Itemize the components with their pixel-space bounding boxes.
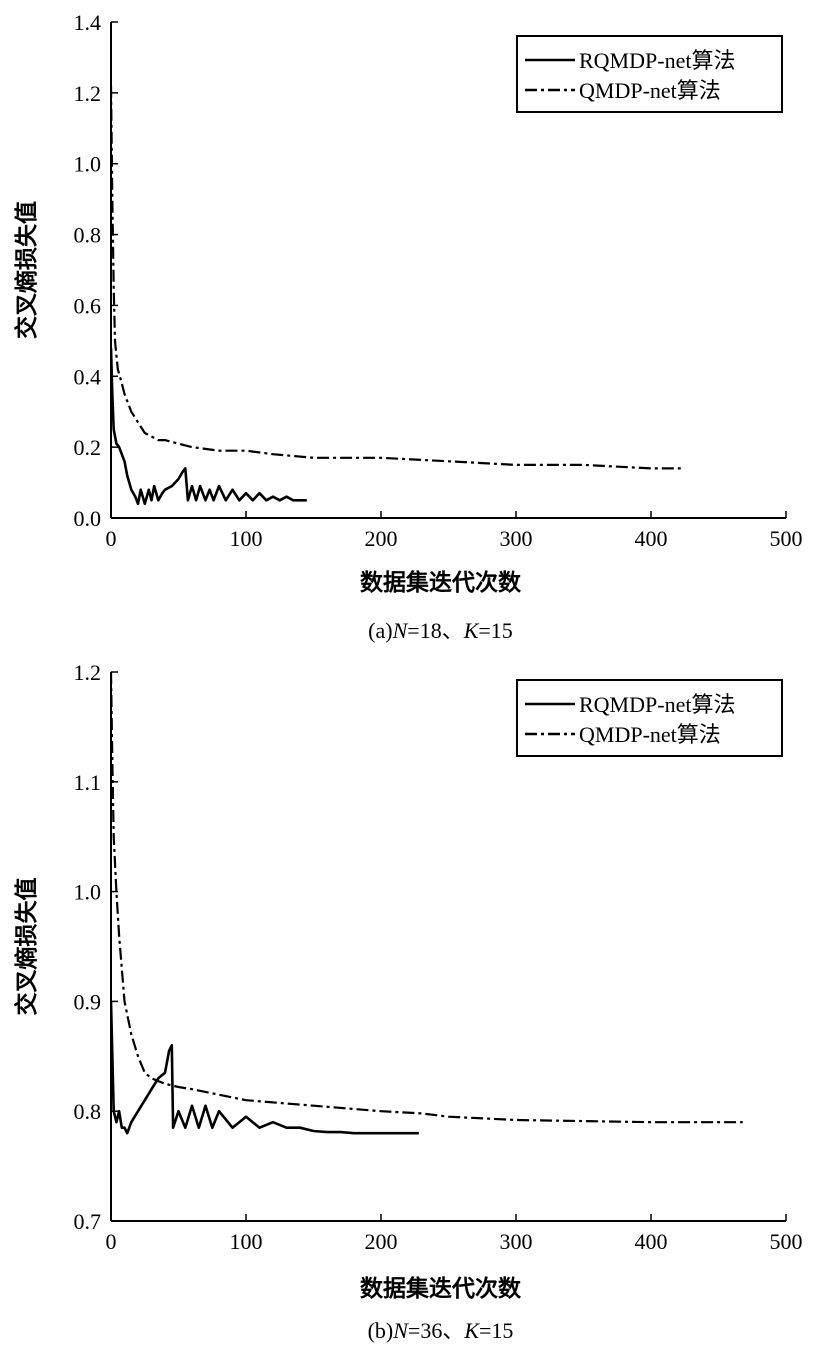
y-tick-label: 1.1 xyxy=(74,770,102,795)
y-tick-label: 0.0 xyxy=(74,506,102,531)
x-tick-label: 400 xyxy=(635,1229,668,1254)
legend-label: RQMDP-net算法 xyxy=(579,692,735,717)
y-tick-label: 0.8 xyxy=(74,223,102,248)
x-tick-label: 0 xyxy=(106,526,117,551)
y-tick-label: 1.2 xyxy=(74,81,102,106)
y-tick-label: 0.7 xyxy=(74,1209,102,1234)
x-tick-label: 200 xyxy=(365,526,398,551)
x-tick-label: 100 xyxy=(230,526,263,551)
chart-panel-b: 0.7 0.8 0.9 1.0 1.1 1.2 0 100 200 300 400 500 数据集迭代次… xyxy=(13,660,803,1343)
legend-label: RQMDP-net算法 xyxy=(579,48,735,73)
series-line-rqmdp xyxy=(111,347,307,506)
x-axis-label: 数据集迭代次数 xyxy=(360,569,522,596)
y-tick-label: 0.6 xyxy=(74,293,102,318)
y-tick-label: 0.8 xyxy=(74,1099,102,1124)
x-tick-label: 200 xyxy=(365,1229,398,1254)
x-axis-label: 数据集迭代次数 xyxy=(360,1275,522,1302)
series-line-rqmdp xyxy=(111,1001,419,1135)
y-axis-label: 交叉熵损失值 xyxy=(13,201,40,339)
y-tick-label: 1.2 xyxy=(74,660,102,685)
y-tick-label: 0.4 xyxy=(74,364,102,389)
x-tick-label: 0 xyxy=(106,1229,117,1254)
x-tick-label: 500 xyxy=(770,526,803,551)
x-tick-label: 400 xyxy=(635,526,668,551)
y-tick-label: 1.4 xyxy=(74,10,102,35)
chart-panel-a: 0.0 0.2 0.4 0.6 0.8 1.0 1.2 1.4 0 100 200 300 400 500… xyxy=(13,10,803,643)
y-tick-label: 0.2 xyxy=(74,435,102,460)
legend-label: QMDP-net算法 xyxy=(579,78,721,103)
y-axis-label: 交叉熵损失值 xyxy=(13,878,40,1016)
y-tick-label: 1.0 xyxy=(74,152,102,177)
series-line-qmdp xyxy=(111,672,743,1124)
x-tick-label: 100 xyxy=(230,1229,263,1254)
y-tick-label: 0.9 xyxy=(74,989,102,1014)
panel-caption: (b)N=36、K=15 xyxy=(368,1318,514,1343)
series-line-qmdp xyxy=(111,85,685,470)
legend-box xyxy=(516,35,783,113)
x-tick-label: 300 xyxy=(500,526,533,551)
legend: RQMDP-net算法 QMDP-net算法 xyxy=(516,679,783,757)
x-tick-label: 300 xyxy=(500,1229,533,1254)
legend-box xyxy=(516,679,783,757)
legend-label: QMDP-net算法 xyxy=(579,722,721,747)
legend: RQMDP-net算法 QMDP-net算法 xyxy=(516,35,783,113)
panel-caption: (a)N=18、K=15 xyxy=(368,618,513,643)
y-tick-label: 1.0 xyxy=(74,880,102,905)
x-tick-label: 500 xyxy=(770,1229,803,1254)
